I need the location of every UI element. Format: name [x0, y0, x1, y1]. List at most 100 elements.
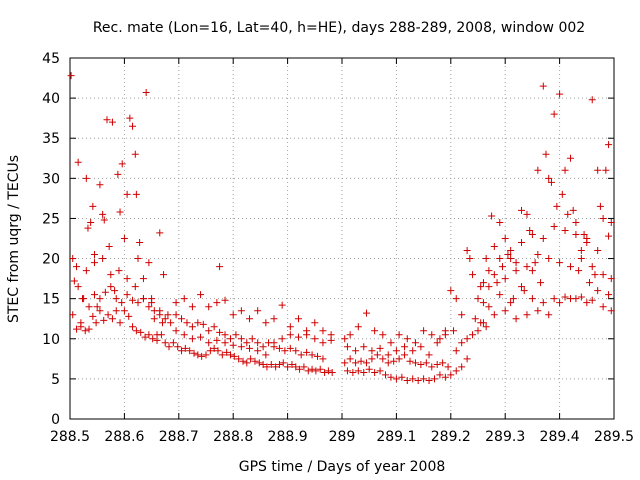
data-point	[206, 347, 214, 355]
data-point	[82, 174, 90, 182]
data-point	[466, 255, 474, 263]
data-point	[379, 331, 387, 339]
data-point	[300, 363, 308, 371]
data-point	[490, 243, 498, 251]
data-point	[239, 357, 247, 365]
data-point	[403, 376, 411, 384]
data-point	[275, 344, 283, 352]
data-point	[387, 339, 395, 347]
data-point	[452, 347, 460, 355]
data-point	[237, 343, 245, 351]
data-point	[255, 359, 263, 367]
data-point	[272, 363, 280, 371]
data-point	[180, 295, 188, 303]
data-point	[428, 363, 436, 371]
data-point	[263, 363, 271, 371]
data-point	[286, 331, 294, 339]
x-tick-label: 288.9	[268, 429, 308, 445]
data-point	[488, 212, 496, 220]
data-point	[111, 287, 119, 295]
data-point	[528, 295, 536, 303]
data-point	[129, 323, 137, 331]
data-point	[556, 90, 564, 98]
data-point	[436, 371, 444, 379]
data-point	[352, 347, 360, 355]
data-point	[346, 331, 354, 339]
data-point	[360, 343, 368, 351]
data-point	[230, 352, 238, 360]
data-point	[93, 303, 101, 311]
data-point	[294, 315, 302, 323]
data-point	[420, 375, 428, 383]
data-point	[528, 267, 536, 275]
data-point	[343, 343, 351, 351]
data-point	[308, 351, 316, 359]
data-point	[229, 341, 237, 349]
data-point	[190, 349, 198, 357]
data-point	[319, 327, 327, 335]
data-point	[523, 263, 531, 271]
data-point	[254, 347, 262, 355]
data-point	[526, 226, 534, 234]
data-point	[588, 263, 596, 271]
data-point	[246, 315, 254, 323]
grid-lines	[70, 58, 614, 419]
data-point	[142, 88, 150, 96]
data-point	[194, 351, 202, 359]
data-point	[89, 202, 97, 210]
data-point	[607, 218, 615, 226]
data-point	[100, 216, 108, 224]
data-point	[357, 357, 365, 365]
data-point	[474, 327, 482, 335]
data-point	[607, 275, 615, 283]
data-point	[292, 363, 300, 371]
data-point	[134, 255, 142, 263]
data-point	[328, 368, 336, 376]
data-point	[341, 359, 349, 367]
data-point	[278, 335, 286, 343]
data-point	[194, 319, 202, 327]
data-point	[169, 339, 177, 347]
data-point	[324, 367, 332, 375]
data-point	[96, 295, 104, 303]
data-point	[172, 299, 180, 307]
data-point	[599, 303, 607, 311]
data-point	[531, 259, 539, 267]
data-point	[509, 295, 517, 303]
data-point	[288, 360, 296, 368]
data-point	[270, 315, 278, 323]
x-tick-label: 289.2	[431, 429, 471, 445]
data-point	[108, 118, 116, 126]
data-point	[507, 255, 515, 263]
data-point	[210, 344, 218, 352]
data-point	[591, 271, 599, 279]
data-point	[458, 339, 466, 347]
data-point	[103, 116, 111, 124]
data-point	[577, 247, 585, 255]
data-point	[420, 327, 428, 335]
data-point	[376, 367, 384, 375]
data-point	[132, 327, 140, 335]
data-point	[490, 271, 498, 279]
data-point	[439, 359, 447, 367]
data-point	[90, 251, 98, 259]
data-point	[498, 263, 506, 271]
data-point	[199, 320, 207, 328]
data-point	[205, 327, 213, 335]
data-point	[368, 355, 376, 363]
data-point	[174, 343, 182, 351]
chart-title: Rec. mate (Lon=16, Lat=40, h=HE), days 2…	[93, 20, 585, 36]
data-point	[137, 328, 145, 336]
data-point	[188, 323, 196, 331]
data-point	[82, 267, 90, 275]
data-point	[73, 263, 81, 271]
data-point	[341, 335, 349, 343]
data-point	[292, 347, 300, 355]
data-point	[183, 319, 191, 327]
data-point	[294, 333, 302, 341]
data-point	[444, 363, 452, 371]
data-point	[566, 263, 574, 271]
data-point	[218, 351, 226, 359]
data-point	[512, 267, 520, 275]
data-point	[379, 355, 387, 363]
